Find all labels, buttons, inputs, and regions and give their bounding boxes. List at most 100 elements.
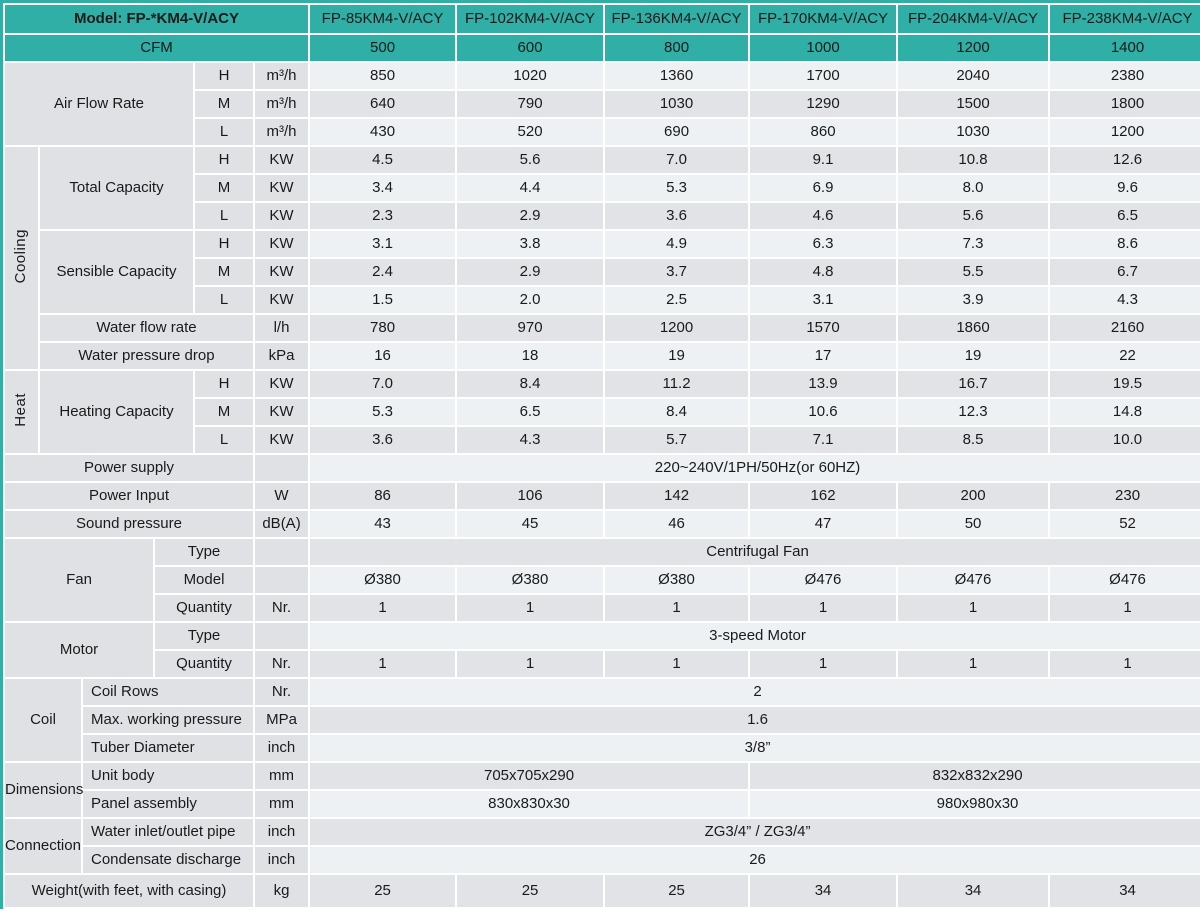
weight-value: 25 <box>603 873 751 909</box>
fan-group-label: Fan <box>3 537 155 623</box>
unit-label: KW <box>252 369 311 399</box>
heating-capacity-value: 12.3 <box>896 397 1051 427</box>
model-header: FP-136KM4-V/ACY <box>603 3 751 35</box>
table-row: Condensate discharge inch 26 <box>4 845 1200 875</box>
table-row: M m³/h 640 790 1030 1290 1500 1800 <box>4 89 1200 119</box>
water-flow-value: 1860 <box>896 313 1051 343</box>
fan-model-value: Ø380 <box>603 565 751 595</box>
unit-label: m³/h <box>252 117 311 147</box>
heating-capacity-value: 7.1 <box>748 425 899 455</box>
heating-capacity-value: 10.6 <box>748 397 899 427</box>
water-pressure-value: 18 <box>455 341 606 371</box>
unit-label: KW <box>252 397 311 427</box>
fan-model-value: Ø380 <box>455 565 606 595</box>
unit-label: kPa <box>252 341 311 371</box>
water-pipe-label: Water inlet/outlet pipe <box>81 817 255 847</box>
cfm-label: CFM <box>2 33 311 63</box>
unit-label: dB(A) <box>252 509 311 539</box>
water-pressure-value: 16 <box>308 341 458 371</box>
speed-label: M <box>193 89 255 119</box>
air-flow-value: 790 <box>455 89 606 119</box>
model-header: FP-204KM4-V/ACY <box>896 3 1051 35</box>
unit-label: kg <box>252 873 311 909</box>
unit-label: KW <box>252 229 311 259</box>
power-supply-value: 220~240V/1PH/50Hz(or 60HZ) <box>308 453 1200 483</box>
total-capacity-value: 9.6 <box>1048 173 1200 203</box>
sound-pressure-value: 52 <box>1048 509 1200 539</box>
unit-label: l/h <box>252 313 311 343</box>
total-capacity-value: 5.6 <box>455 145 606 175</box>
motor-quantity-value: 1 <box>1048 649 1200 679</box>
weight-label: Weight(with feet, with casing) <box>3 873 255 909</box>
max-working-pressure-value: 1.6 <box>308 705 1200 735</box>
total-capacity-value: 5.6 <box>896 201 1051 231</box>
cfm-value: 1400 <box>1048 33 1200 63</box>
unit-label: KW <box>252 201 311 231</box>
cfm-value: 800 <box>603 33 751 63</box>
motor-quantity-label: Quantity <box>153 649 255 679</box>
heating-capacity-value: 10.0 <box>1048 425 1200 455</box>
unit-label: mm <box>252 789 311 819</box>
total-capacity-value: 3.6 <box>603 201 751 231</box>
air-flow-rate-label: Air Flow Rate <box>3 61 195 147</box>
speed-label: M <box>193 397 255 427</box>
unit-label: inch <box>252 817 311 847</box>
unit-label: inch <box>252 845 311 875</box>
sound-pressure-value: 45 <box>455 509 606 539</box>
heating-capacity-value: 5.7 <box>603 425 751 455</box>
table-row: Water pressure drop kPa 16 18 19 17 19 2… <box>4 341 1200 371</box>
air-flow-value: 520 <box>455 117 606 147</box>
table-row: L KW 1.5 2.0 2.5 3.1 3.9 4.3 <box>4 285 1200 315</box>
air-flow-value: 2040 <box>896 61 1051 91</box>
unit-label <box>252 621 311 651</box>
fan-quantity-value: 1 <box>896 593 1051 623</box>
heat-group-label: Heat <box>3 369 40 455</box>
coil-rows-label: Coil Rows <box>81 677 255 707</box>
water-flow-value: 970 <box>455 313 606 343</box>
heating-capacity-value: 6.5 <box>455 397 606 427</box>
total-capacity-value: 2.3 <box>308 201 458 231</box>
unit-label <box>252 565 311 595</box>
unit-body-value-small: 705x705x290 <box>308 761 751 791</box>
heating-capacity-value: 5.3 <box>308 397 458 427</box>
air-flow-value: 860 <box>748 117 899 147</box>
table-row: Power Input W 86 106 142 162 200 230 <box>3 481 1200 511</box>
water-flow-value: 780 <box>308 313 458 343</box>
model-header: FP-170KM4-V/ACY <box>748 3 899 35</box>
power-input-value: 230 <box>1048 481 1200 511</box>
power-input-value: 142 <box>603 481 751 511</box>
table-row: Motor Type 3-speed Motor <box>3 621 1200 679</box>
table-row: Weight(with feet, with casing) kg 25 25 … <box>3 873 1200 909</box>
model-title: Model: FP-*KM4-V/ACY <box>2 3 311 35</box>
fan-model-value: Ø476 <box>896 565 1051 595</box>
fan-model-value: Ø476 <box>748 565 899 595</box>
heat-group-text: Heat <box>12 392 30 427</box>
table-row: Tuber Diameter inch 3/8” <box>4 733 1200 763</box>
fan-model-label: Model <box>153 565 255 595</box>
air-flow-value: 1200 <box>1048 117 1200 147</box>
unit-label: KW <box>252 285 311 315</box>
heating-capacity-value: 13.9 <box>748 369 899 399</box>
table-row: Max. working pressure MPa 1.6 <box>4 705 1200 735</box>
sound-pressure-value: 46 <box>603 509 751 539</box>
sensible-capacity-value: 4.9 <box>603 229 751 259</box>
sensible-capacity-value: 4.3 <box>1048 285 1200 315</box>
unit-label: MPa <box>252 705 311 735</box>
water-pressure-value: 17 <box>748 341 899 371</box>
weight-value: 34 <box>748 873 899 909</box>
table-row: L KW 3.6 4.3 5.7 7.1 8.5 10.0 <box>4 425 1200 455</box>
unit-label: mm <box>252 761 311 791</box>
tuber-diameter-label: Tuber Diameter <box>81 733 255 763</box>
power-input-value: 162 <box>748 481 899 511</box>
air-flow-value: 690 <box>603 117 751 147</box>
total-capacity-value: 2.9 <box>455 201 606 231</box>
table-row: L KW 2.3 2.9 3.6 4.6 5.6 6.5 <box>4 201 1200 231</box>
sensible-capacity-value: 3.1 <box>308 229 458 259</box>
table-row: Sound pressure dB(A) 43 45 46 47 50 52 <box>3 509 1200 539</box>
water-pressure-value: 22 <box>1048 341 1200 371</box>
cfm-value: 1200 <box>896 33 1051 63</box>
total-capacity-value: 9.1 <box>748 145 899 175</box>
weight-value: 34 <box>896 873 1051 909</box>
total-capacity-value: 4.6 <box>748 201 899 231</box>
sound-pressure-value: 43 <box>308 509 458 539</box>
